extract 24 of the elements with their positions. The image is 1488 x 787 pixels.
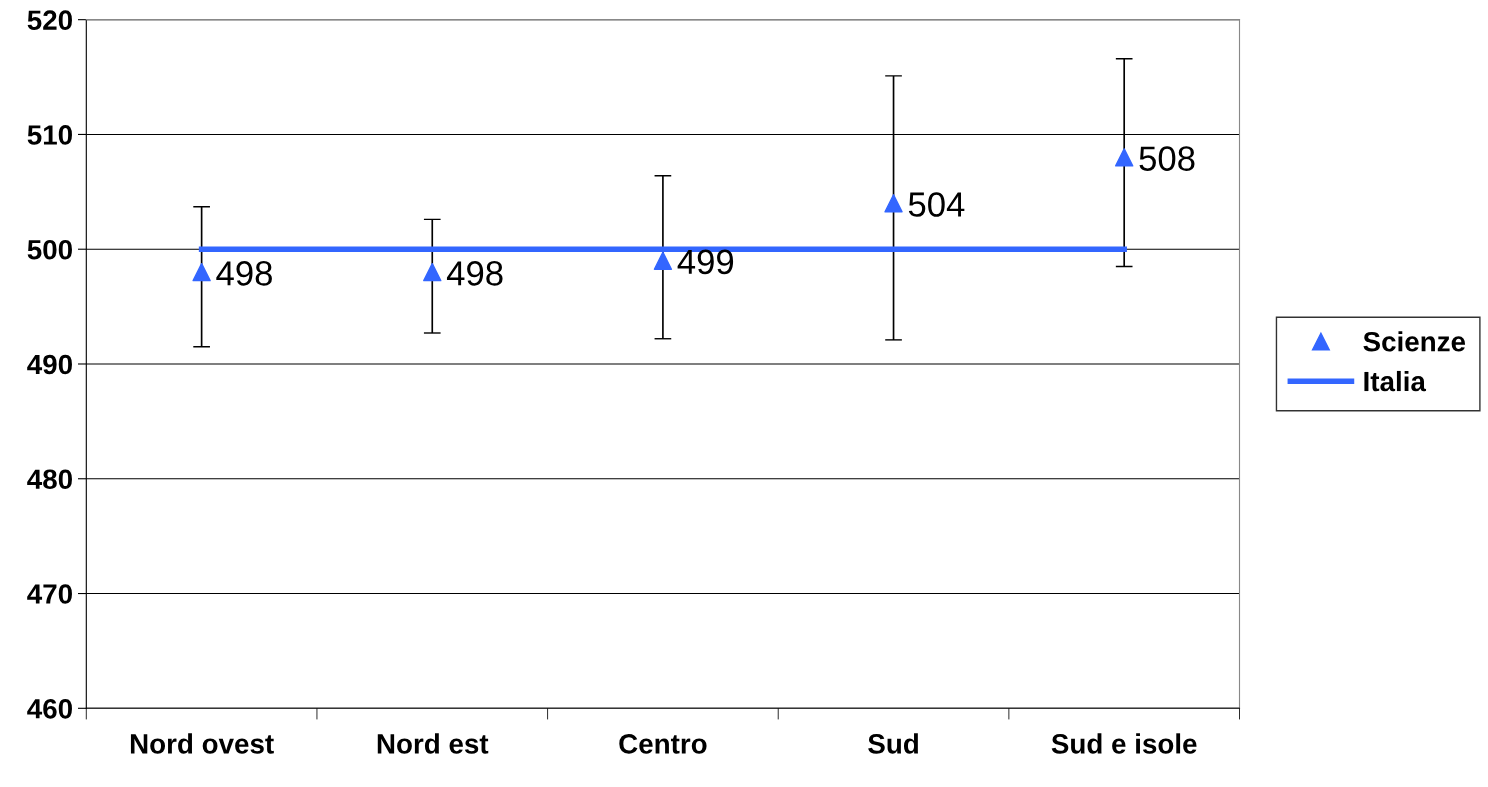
data-label: 504	[908, 192, 965, 217]
data-label: 508	[1139, 146, 1195, 171]
y-tick-label: 490	[27, 354, 72, 375]
y-tick-label: 510	[27, 125, 72, 145]
x-tick-label: Nord est	[377, 733, 489, 754]
x-tick-label: Sud	[868, 733, 918, 754]
data-label: 498	[446, 261, 503, 286]
point	[192, 262, 211, 282]
legend-label: Scienze	[1363, 331, 1466, 352]
point	[653, 251, 673, 270]
data-label: 499	[677, 249, 734, 275]
point	[1114, 148, 1134, 167]
x-tick-label: Centro	[619, 734, 707, 754]
y-tick-label: 500	[27, 239, 72, 260]
point	[884, 194, 903, 213]
point	[423, 262, 442, 282]
y-tick-label: 480	[27, 469, 72, 490]
y-tick-label: 460	[27, 698, 72, 719]
x-tick-label: Sud e isole	[1051, 733, 1197, 754]
x-tick-label: Nord ovest	[130, 733, 274, 754]
y-tick-label: 470	[27, 584, 72, 604]
data-label: 498	[216, 261, 272, 286]
legend-label: Italia	[1364, 370, 1427, 392]
y-tick-label: 520	[27, 10, 72, 31]
